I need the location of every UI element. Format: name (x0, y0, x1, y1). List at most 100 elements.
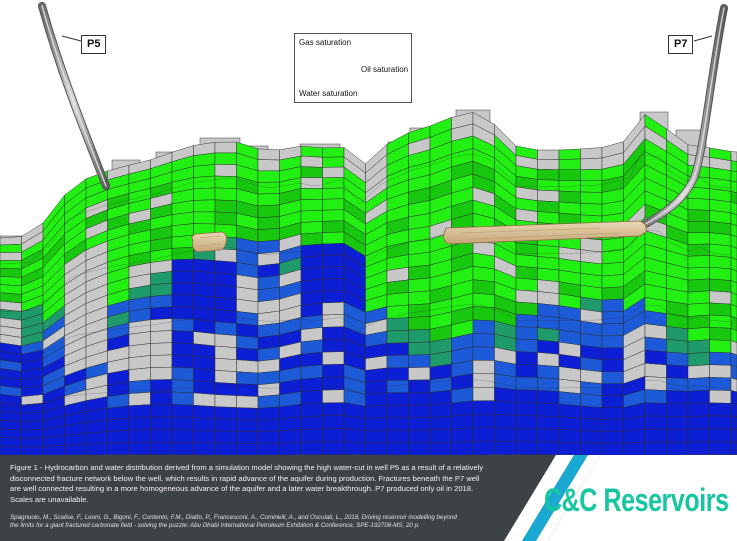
grid-cell (236, 347, 259, 362)
grid-cell (601, 431, 624, 444)
grid-cell (150, 294, 173, 309)
grid-cell (472, 279, 495, 295)
grid-cell (408, 251, 431, 268)
grid-cell (580, 442, 603, 455)
grid-cell (128, 367, 151, 382)
grid-cell (601, 249, 624, 265)
grid-cell (730, 257, 737, 272)
grid-cell (730, 212, 737, 227)
grid-cell (537, 291, 560, 306)
grid-cell (150, 404, 173, 418)
grid-cell (0, 236, 22, 246)
grid-cell (687, 255, 710, 269)
grid-cell (687, 220, 710, 234)
grid-cell (709, 302, 732, 317)
grid-cell (236, 335, 259, 350)
grid-cell (300, 255, 323, 270)
grid-cell (365, 367, 388, 383)
grid-cell (257, 204, 280, 219)
grid-cell (687, 441, 710, 455)
grid-cell (214, 370, 237, 384)
grid-cell (537, 211, 560, 225)
legend-water-label: Water saturation (299, 89, 358, 98)
grid-cell (386, 329, 409, 344)
grid-cell (85, 442, 108, 455)
grid-cell (214, 260, 237, 275)
grid-cell (644, 363, 667, 378)
grid-cell (537, 169, 560, 181)
grid-cell (580, 169, 603, 182)
grid-cell (21, 420, 44, 431)
grid-cell (150, 306, 173, 320)
grid-cell (171, 416, 194, 431)
grid-cell (730, 280, 737, 296)
grid-cell (730, 315, 737, 331)
grid-cell (515, 351, 538, 366)
grid-cells (0, 112, 737, 455)
grid-cell (580, 157, 603, 170)
legend-oil-label: Oil saturation (361, 65, 409, 74)
grid-cell (666, 326, 689, 342)
grid-cell (730, 170, 737, 183)
grid-cell (558, 403, 581, 419)
grid-cell (386, 317, 409, 332)
grid-cell (128, 404, 151, 419)
grid-cell (601, 371, 624, 384)
grid-cell (601, 298, 624, 313)
p7-leader-line (693, 35, 713, 42)
grid-cell (666, 338, 689, 354)
grid-cell (171, 223, 194, 238)
grid-cell (730, 291, 737, 307)
grid-cell (687, 364, 710, 379)
grid-cell (580, 147, 603, 160)
grid-cell (214, 321, 237, 336)
grid-cell (580, 191, 603, 205)
grid-cell (730, 428, 737, 443)
grid-cell (257, 358, 280, 374)
grid-cell (429, 415, 452, 431)
grid-cell (515, 289, 538, 304)
grid-cell (687, 351, 710, 367)
grid-cell (537, 303, 560, 318)
grid-cell (386, 292, 409, 307)
grid-cell (386, 392, 409, 406)
grid-cell (537, 377, 560, 392)
grid-cell (279, 441, 302, 455)
grid-cell (666, 377, 689, 392)
grid-cell (322, 220, 345, 233)
grid-cell (193, 392, 216, 407)
grid-cell (730, 415, 737, 430)
grid-cell (214, 345, 237, 360)
grid-cell (666, 313, 689, 330)
grid-cell (214, 296, 237, 312)
grid-cell (193, 405, 216, 419)
grid-cell (386, 442, 409, 455)
grid-cell (322, 389, 345, 404)
grid-cell (730, 340, 737, 356)
grid-cell (537, 244, 560, 259)
grid-cell (601, 443, 624, 455)
grid-cell (171, 282, 194, 296)
grid-cell (515, 254, 538, 269)
grid-cell (150, 271, 173, 286)
grid-cell (687, 314, 710, 330)
grid-cell (322, 363, 345, 378)
grid-cell (537, 441, 560, 455)
grid-cell (537, 179, 560, 192)
grid-cell (709, 402, 732, 417)
grid-cell (730, 160, 737, 172)
grid-cell (558, 201, 581, 216)
grid-cell (300, 199, 323, 212)
grid-cell (150, 342, 173, 356)
legend-gas-label: Gas saturation (299, 38, 352, 47)
grid-cell (214, 442, 237, 455)
grid-cell (42, 445, 65, 455)
grid-cell (515, 338, 538, 353)
grid-cell (193, 429, 216, 444)
grid-cell (601, 419, 624, 432)
grid-cell (515, 301, 538, 316)
grid-cell (171, 366, 194, 381)
grid-cell (322, 314, 345, 328)
grid-cell (300, 351, 323, 367)
grid-cell (128, 429, 151, 443)
